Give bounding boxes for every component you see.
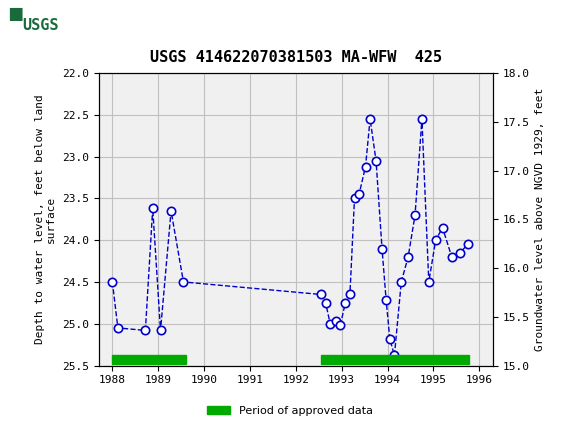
Y-axis label: Groundwater level above NGVD 1929, feet: Groundwater level above NGVD 1929, feet — [535, 88, 545, 351]
Legend: Period of approved data: Period of approved data — [203, 401, 377, 420]
Bar — [321, 356, 469, 364]
Text: USGS: USGS — [23, 18, 59, 33]
Bar — [113, 356, 186, 364]
Title: USGS 414622070381503 MA-WFW  425: USGS 414622070381503 MA-WFW 425 — [150, 50, 442, 65]
FancyBboxPatch shape — [6, 5, 75, 46]
Y-axis label: Depth to water level, feet below land
surface: Depth to water level, feet below land su… — [35, 95, 56, 344]
Text: ██: ██ — [9, 8, 22, 21]
